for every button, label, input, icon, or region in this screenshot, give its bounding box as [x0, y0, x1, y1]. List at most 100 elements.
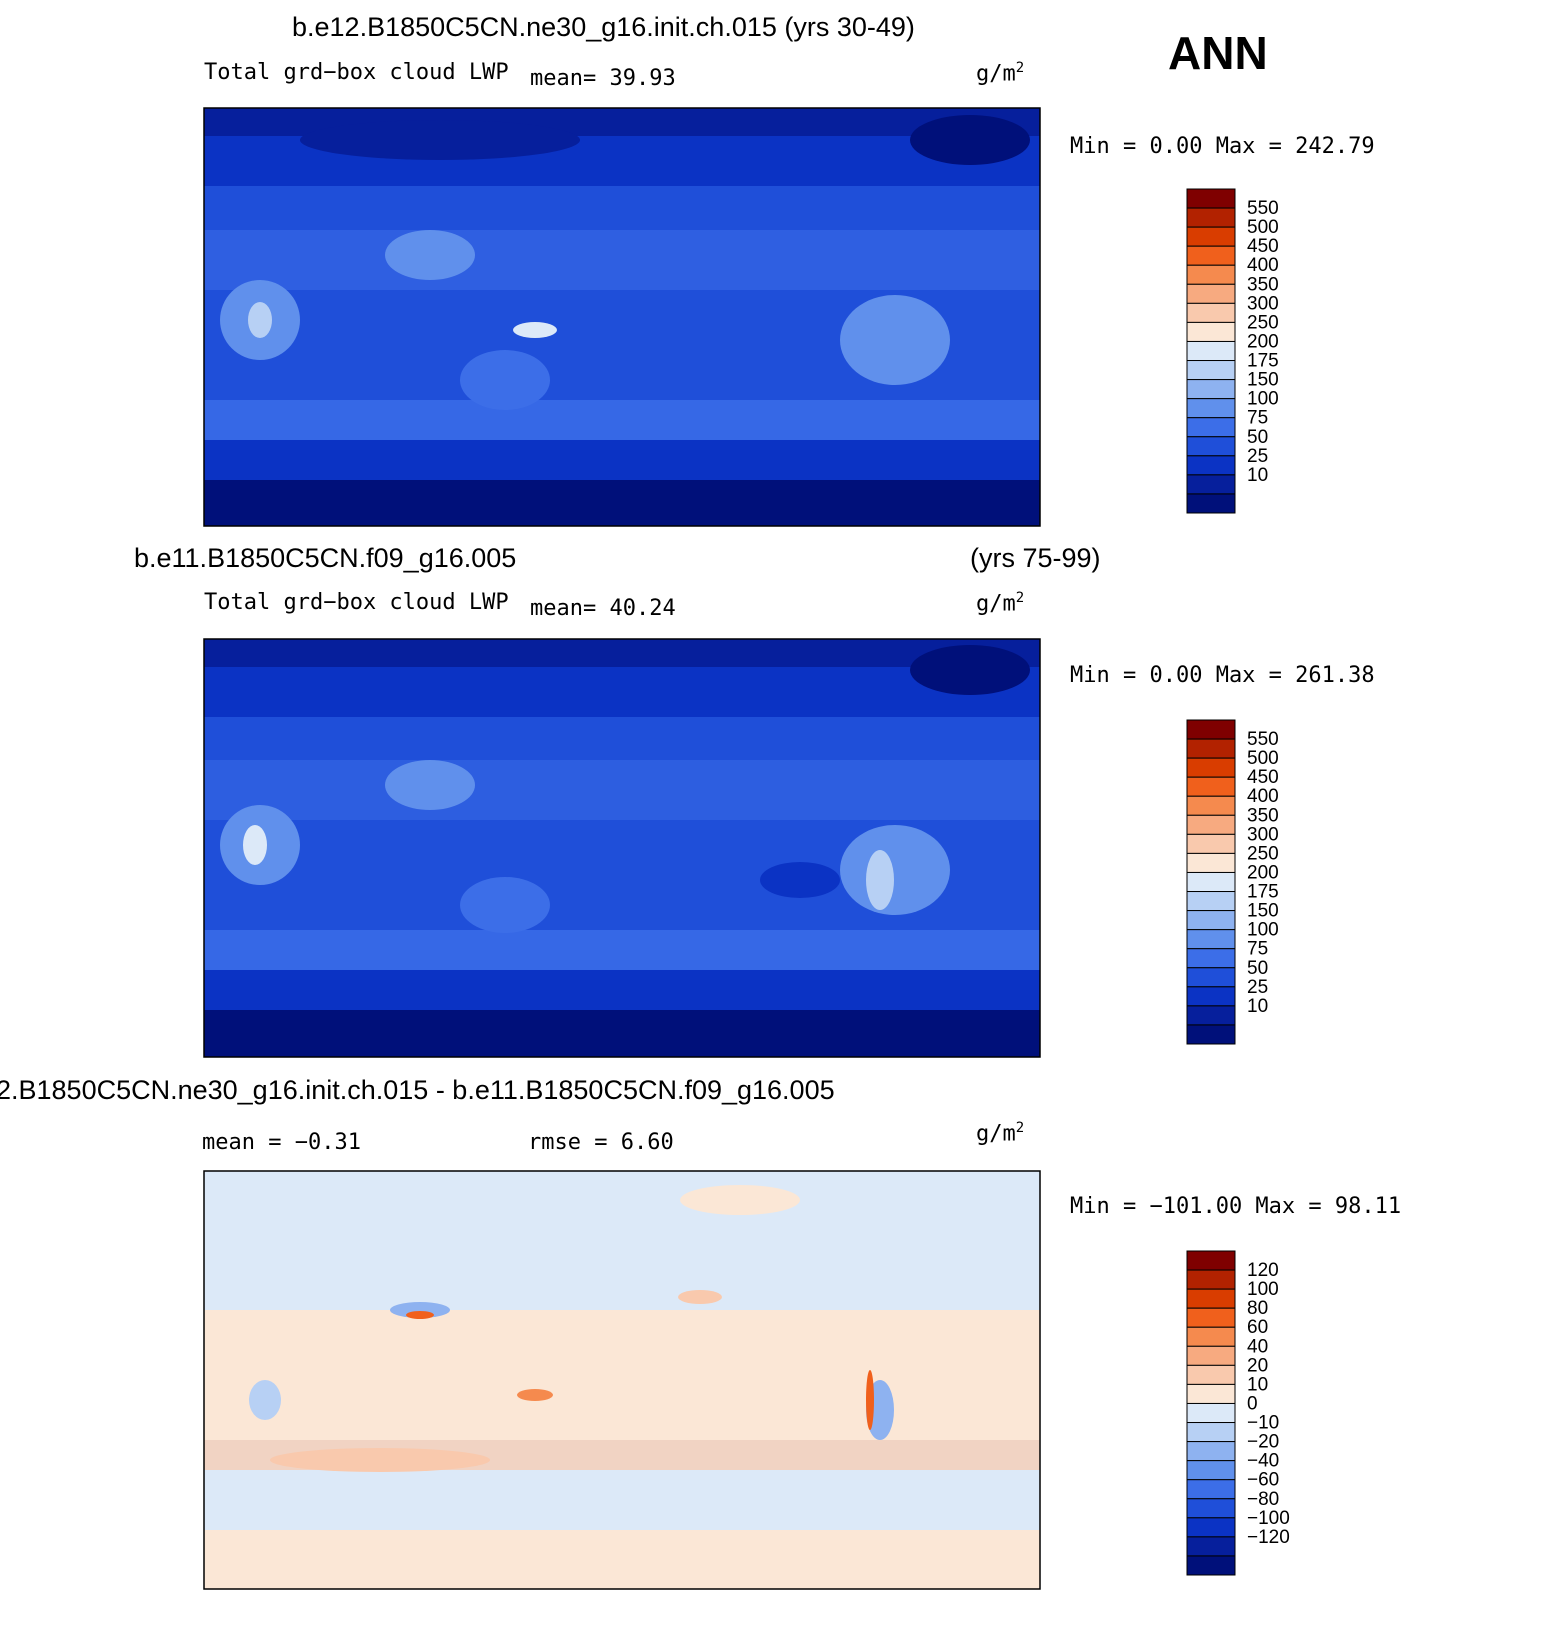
- colorbar-tick-label: 550: [1247, 729, 1279, 750]
- panel1-variable: Total grd−box cloud LWP: [204, 60, 509, 85]
- colorbar-swatch: [1186, 814, 1236, 835]
- colorbar-tick-label: 200: [1247, 862, 1279, 883]
- panel2-units: g/m2: [976, 590, 1025, 617]
- colorbar-tick-label: 0: [1247, 1393, 1258, 1414]
- panel1-minmax: Min = 0.00 Max = 242.79: [1070, 134, 1375, 159]
- colorbar-tick-label: 80: [1247, 1298, 1268, 1319]
- colorbar-tick-label: 40: [1247, 1336, 1268, 1357]
- colorbar-swatch: [1186, 1307, 1236, 1328]
- colorbar-swatch: [1186, 738, 1236, 759]
- colorbar-tick-label: 100: [1247, 1279, 1279, 1300]
- panel2-minmax: Min = 0.00 Max = 261.38: [1070, 663, 1375, 688]
- colorbar-tick-label: 150: [1247, 370, 1279, 391]
- colorbar-swatch: [1186, 986, 1236, 1007]
- colorbar-swatch: [1186, 1326, 1236, 1347]
- colorbar-swatch: [1186, 1479, 1236, 1500]
- colorbar-tick-label: 100: [1247, 920, 1279, 941]
- panel2-years: (yrs 75-99): [970, 543, 1101, 573]
- colorbar-swatch: [1186, 245, 1236, 266]
- colorbar-tick-label: 150: [1247, 901, 1279, 922]
- panel3-title: 2.B1850C5CN.ne30_g16.init.ch.015 - b.e11…: [0, 1075, 835, 1105]
- colorbar-swatch: [1186, 340, 1236, 362]
- colorbar-swatch: [1186, 474, 1236, 495]
- colorbar-swatch: [1186, 891, 1236, 912]
- panel2-variable: Total grd−box cloud LWP: [204, 590, 509, 615]
- map-panel-1: [204, 108, 1040, 526]
- colorbar-tick-label: 50: [1247, 958, 1268, 979]
- colorbar-2: 5505004504003503002502001751501007550251…: [1186, 719, 1279, 1045]
- colorbar-swatch: [1186, 719, 1236, 740]
- colorbar-tick-label: −20: [1247, 1432, 1279, 1453]
- panel1-title: b.e12.B1850C5CN.ne30_g16.init.ch.015 (yr…: [292, 12, 915, 42]
- colorbar-swatch: [1186, 1536, 1236, 1557]
- colorbar-tick-label: −10: [1247, 1413, 1279, 1434]
- colorbar-swatch: [1186, 929, 1236, 950]
- map-panel-2: [204, 639, 1040, 1057]
- map-frame-2: [203, 638, 1041, 1058]
- colorbar-tick-label: 175: [1247, 351, 1279, 372]
- colorbar-tick-label: 25: [1247, 446, 1268, 467]
- panel1-mean: mean= 39.93: [530, 66, 676, 91]
- panel3-mean: mean = −0.31: [202, 1130, 361, 1155]
- colorbar-swatch: [1186, 795, 1236, 816]
- colorbar-1: 5505004504003503002502001751501007550251…: [1186, 188, 1279, 514]
- colorbar-swatch: [1186, 1024, 1236, 1045]
- colorbar-swatch: [1186, 321, 1236, 342]
- season-label: ANN: [1168, 27, 1268, 79]
- colorbar-swatch: [1186, 1498, 1236, 1519]
- colorbar-tick-label: 400: [1247, 786, 1279, 807]
- colorbar-swatch: [1186, 436, 1236, 457]
- colorbar-swatch: [1186, 1460, 1236, 1481]
- colorbar-tick-label: −100: [1247, 1508, 1290, 1529]
- colorbar-tick-label: 120: [1247, 1260, 1279, 1281]
- colorbar-swatch: [1186, 283, 1236, 304]
- colorbar-tick-label: 450: [1247, 236, 1279, 257]
- colorbar-swatch: [1186, 871, 1236, 893]
- colorbar-tick-label: 300: [1247, 824, 1279, 845]
- panel1-units: g/m2: [976, 60, 1025, 87]
- colorbar-swatch: [1186, 1288, 1236, 1309]
- colorbar-tick-label: 400: [1247, 255, 1279, 276]
- colorbar-tick-label: 500: [1247, 217, 1279, 238]
- map-panel-3: [204, 1171, 1040, 1589]
- colorbar-swatch: [1186, 360, 1236, 381]
- colorbar-swatch: [1186, 1402, 1236, 1424]
- colorbar-swatch: [1186, 1005, 1236, 1026]
- colorbar-swatch: [1186, 264, 1236, 285]
- colorbar-swatch: [1186, 852, 1236, 873]
- colorbar-swatch: [1186, 207, 1236, 228]
- colorbar-tick-label: 100: [1247, 389, 1279, 410]
- colorbar-swatch: [1186, 776, 1236, 797]
- colorbar-swatch: [1186, 1250, 1236, 1271]
- colorbar-swatch: [1186, 1517, 1236, 1538]
- colorbar-swatch: [1186, 833, 1236, 854]
- colorbar-swatch: [1186, 1441, 1236, 1462]
- colorbar-swatch: [1186, 1269, 1236, 1290]
- colorbar-tick-label: −60: [1247, 1470, 1279, 1491]
- colorbar-swatch: [1186, 493, 1236, 514]
- colorbar-tick-label: 250: [1247, 843, 1279, 864]
- colorbar-swatch: [1186, 948, 1236, 969]
- colorbar-tick-label: 10: [1247, 996, 1268, 1017]
- colorbar-tick-label: 20: [1247, 1355, 1268, 1376]
- colorbar-swatch: [1186, 910, 1236, 931]
- map-frame-3: [203, 1170, 1041, 1590]
- colorbar-tick-label: 200: [1247, 331, 1279, 352]
- map-frame-1: [203, 107, 1041, 527]
- colorbar-swatch: [1186, 302, 1236, 323]
- colorbar-tick-label: 500: [1247, 748, 1279, 769]
- colorbar-swatch: [1186, 757, 1236, 778]
- colorbar-swatch: [1186, 398, 1236, 419]
- colorbar-swatch: [1186, 1555, 1236, 1576]
- colorbar-tick-label: 350: [1247, 805, 1279, 826]
- panel2-mean: mean= 40.24: [530, 596, 676, 621]
- colorbar-swatch: [1186, 226, 1236, 247]
- colorbar-tick-label: −120: [1247, 1527, 1290, 1548]
- colorbar-tick-label: 175: [1247, 882, 1279, 903]
- colorbar-tick-label: 25: [1247, 977, 1268, 998]
- colorbar-swatch: [1186, 188, 1236, 209]
- colorbar-swatch: [1186, 455, 1236, 476]
- colorbar-tick-label: −80: [1247, 1489, 1279, 1510]
